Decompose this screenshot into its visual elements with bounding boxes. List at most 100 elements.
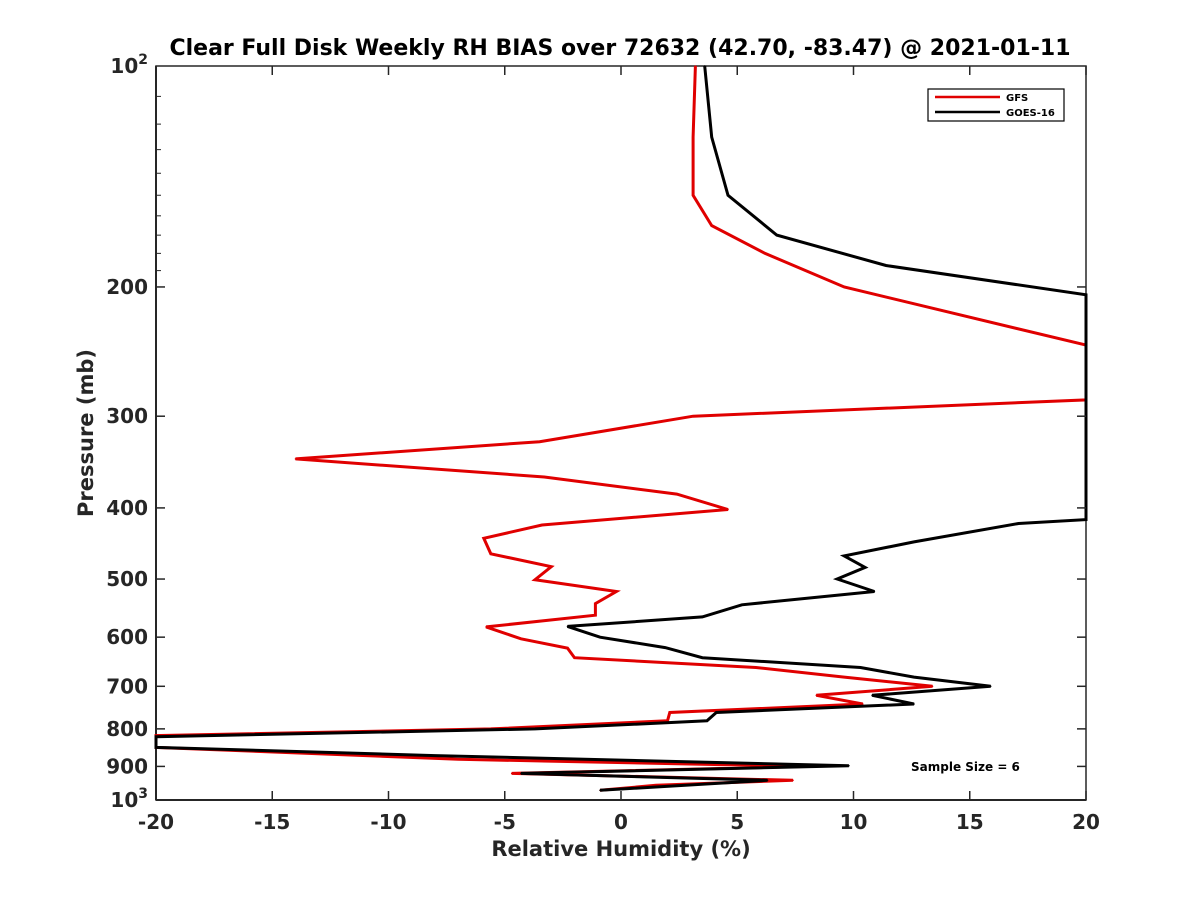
y-tick-label: 200 xyxy=(106,275,148,299)
legend-box xyxy=(927,88,1065,122)
x-tick-label: 0 xyxy=(614,810,628,834)
data-point-gfs xyxy=(755,666,757,669)
data-point-goes-16 xyxy=(913,676,915,678)
y-tick-label: 500 xyxy=(106,567,148,591)
data-point-goes-16 xyxy=(1017,522,1020,525)
data-point-gfs xyxy=(843,676,845,678)
data-point-gfs xyxy=(669,711,671,714)
data-point-goes-16 xyxy=(434,754,436,757)
data-point-gfs xyxy=(710,224,713,227)
data-point-goes-16 xyxy=(885,264,887,267)
chart-title: Clear Full Disk Weekly RH BIAS over 7263… xyxy=(169,36,1070,61)
data-point-gfs xyxy=(676,493,678,495)
x-tick-label: 15 xyxy=(956,810,984,834)
x-tick-label: 20 xyxy=(1072,810,1100,834)
data-point-goes-16 xyxy=(741,604,743,606)
y-axis-title: Pressure (mb) xyxy=(74,349,98,517)
data-point-gfs xyxy=(692,415,694,418)
data-point-goes-16 xyxy=(520,772,522,775)
data-point-gfs xyxy=(694,65,697,67)
data-point-goes-16 xyxy=(1085,518,1087,521)
data-point-gfs xyxy=(862,703,864,705)
data-point-goes-16 xyxy=(715,711,718,714)
data-point-goes-16 xyxy=(859,666,862,669)
data-point-goes-16 xyxy=(599,789,601,792)
data-point-gfs xyxy=(543,476,546,478)
y-tick-label: 800 xyxy=(106,717,148,741)
data-point-goes-16 xyxy=(848,764,850,767)
data-point-gfs xyxy=(727,508,729,511)
data-point-gfs xyxy=(485,626,487,628)
data-point-gfs xyxy=(792,779,794,782)
data-point-goes-16 xyxy=(703,65,706,67)
data-point-goes-16 xyxy=(155,735,157,738)
data-point-gfs xyxy=(294,458,297,460)
data-point-gfs xyxy=(541,524,543,526)
data-point-gfs xyxy=(510,772,513,775)
data-point-gfs xyxy=(931,685,934,688)
data-point-gfs xyxy=(594,614,597,616)
data-point-goes-16 xyxy=(664,646,666,649)
y-tick-label: 700 xyxy=(106,674,148,698)
data-point-gfs xyxy=(534,578,536,581)
x-tick-label: 5 xyxy=(730,810,744,834)
data-point-goes-16 xyxy=(766,779,769,782)
data-point-gfs xyxy=(815,694,818,697)
x-axis-title: Relative Humidity (%) xyxy=(491,837,750,861)
x-tick-label: -15 xyxy=(254,810,290,834)
data-point-goes-16 xyxy=(534,728,536,730)
data-point-gfs xyxy=(538,440,541,443)
data-point-goes-16 xyxy=(599,636,601,638)
data-point-gfs xyxy=(550,565,553,568)
data-point-goes-16 xyxy=(864,566,866,569)
data-point-gfs xyxy=(566,647,569,649)
data-point-goes-16 xyxy=(873,590,876,593)
y-tick-label-bottom: 103 xyxy=(110,786,148,812)
series-line-goes-16 xyxy=(154,65,1088,792)
x-tick-label: -5 xyxy=(494,810,516,834)
data-point-goes-16 xyxy=(566,625,569,628)
data-point-gfs xyxy=(520,638,522,640)
data-point-goes-16 xyxy=(843,555,845,557)
x-tick-label: 10 xyxy=(840,810,868,834)
data-point-goes-16 xyxy=(871,694,873,697)
data-point-goes-16 xyxy=(913,541,915,543)
data-point-gfs xyxy=(457,758,460,761)
data-point-gfs xyxy=(573,656,576,659)
data-point-goes-16 xyxy=(776,234,778,236)
plot-area xyxy=(154,65,1088,801)
series-layer xyxy=(154,65,1088,792)
sample-size-annotation: Sample Size = 6 xyxy=(911,760,1020,774)
data-point-goes-16 xyxy=(706,720,708,722)
data-point-gfs xyxy=(764,252,766,255)
data-point-gfs xyxy=(692,194,694,197)
data-point-goes-16 xyxy=(913,703,915,705)
y-tick-label: 300 xyxy=(106,404,148,428)
legend-label-goes-16: GOES-16 xyxy=(1006,108,1055,119)
legend: GFS GOES-16 xyxy=(927,88,1065,122)
data-point-gfs xyxy=(483,537,485,540)
data-point-gfs xyxy=(490,553,492,555)
data-point-goes-16 xyxy=(710,136,713,138)
data-point-goes-16 xyxy=(989,685,992,688)
y-tick-label: 600 xyxy=(106,625,148,649)
legend-label-gfs: GFS xyxy=(1006,93,1028,104)
data-point-goes-16 xyxy=(701,616,704,618)
x-tick-label: -10 xyxy=(370,810,406,834)
x-tick-label: -20 xyxy=(138,810,174,834)
y-tick-label: 900 xyxy=(106,754,148,778)
y-tick-label: 400 xyxy=(106,496,148,520)
data-point-gfs xyxy=(615,590,618,593)
y-tick-label-top: 102 xyxy=(110,52,148,78)
data-point-goes-16 xyxy=(1085,294,1087,296)
data-point-goes-16 xyxy=(836,578,838,580)
data-point-goes-16 xyxy=(727,194,729,197)
data-point-gfs xyxy=(843,286,845,288)
x-ticks: -20 -15 -10 -5 0 5 10 15 20 xyxy=(138,66,1100,834)
data-point-goes-16 xyxy=(155,746,157,749)
data-point-gfs xyxy=(692,136,694,138)
y-ticks: 200 300 400 500 600 700 800 900 102 103 xyxy=(106,52,1086,812)
data-point-gfs xyxy=(594,602,597,605)
data-point-goes-16 xyxy=(701,656,704,659)
